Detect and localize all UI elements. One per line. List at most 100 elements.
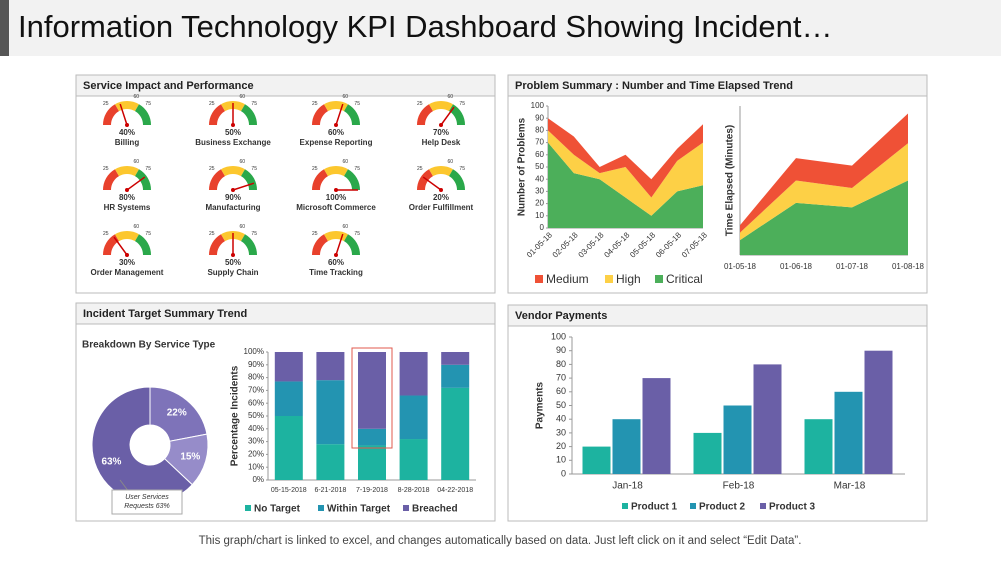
gauge-band [449,169,465,190]
gauge-tick-label: 75 [145,166,151,172]
gauge-tick-label: 60 [342,224,348,230]
panel-title: Problem Summary : Number and Time Elapse… [515,80,793,92]
gauge-tick-label: 75 [251,231,257,237]
footer-note: This graph/chart is linked to excel, and… [199,535,802,547]
title-bar [0,0,1001,56]
bar-segment [399,439,428,480]
gauge-hub [439,123,443,127]
y-tick-label: 100 [531,101,545,110]
panel-subtitle: Breakdown By Service Type [82,340,216,351]
y-axis-label: Number of Problems [517,117,528,216]
gauge-tick-label: 75 [354,166,360,172]
gauge-band [344,234,360,255]
gauge-tick-label: 25 [103,231,109,237]
gauge-name: HR Systems [104,203,151,212]
y-tick-label: 0% [252,475,264,484]
bar-segment [399,352,428,396]
gauge-hub [125,123,129,127]
legend-label: Product 3 [769,502,816,513]
y-axis-label: Payments [535,381,546,429]
legend-label: Medium [546,272,589,286]
gauge-value: 90% [225,193,241,202]
bar [804,419,833,474]
gauge-needle [335,233,344,256]
bar-segment [399,395,428,440]
gauge-band [135,169,151,190]
gauge-tick-label: 75 [354,231,360,237]
gauge-value: 50% [225,258,241,267]
gauge-tick-label: 25 [209,101,215,107]
x-tick-label: 05-15-2018 [271,487,307,494]
y-tick-label: 90 [535,113,544,122]
y-tick-label: 70% [248,386,264,395]
y-tick-label: 80% [248,373,264,382]
x-tick-label: Mar-18 [834,481,866,492]
y-tick-label: 70 [535,138,544,147]
gauge-name: Business Exchange [195,138,271,147]
y-tick-label: 50 [556,400,566,410]
y-tick-label: 10% [248,462,264,471]
y-tick-label: 50% [248,411,264,420]
x-tick-label: 8-28-2018 [398,487,430,494]
gauge-hub [439,188,443,192]
gauge-value: 80% [119,193,135,202]
gauge-tick-label: 75 [459,166,465,172]
gauge-tick-label: 60 [239,94,245,100]
panel-title: Incident Target Summary Trend [83,308,247,320]
y-tick-label: 80 [535,126,544,135]
gauge-name: Time Tracking [309,268,363,277]
gauge-value: 30% [119,258,135,267]
gauge-value: 100% [326,193,346,202]
y-tick-label: 0 [561,468,566,478]
gauge-hub [125,188,129,192]
panel-header [75,302,496,325]
gauge-tick-label: 75 [459,101,465,107]
y-tick-label: 100% [244,347,264,356]
gauge-band [209,234,225,255]
panel-title: Vendor Payments [515,310,607,322]
bar [612,419,641,474]
bar-segment [316,352,345,381]
gauge-band [221,166,245,177]
bar-segment [316,444,345,480]
gauge-tick-label: 25 [209,166,215,172]
bar [582,446,611,474]
bar-segment [274,381,303,416]
x-tick-label: 01-05-18 [724,262,757,271]
x-tick-label: 01-06-18 [780,262,813,271]
gauge-value: 60% [328,258,344,267]
area [740,180,908,255]
panel-header [75,74,496,97]
legend-label: Product 1 [631,502,678,513]
legend-swatch [760,503,766,509]
gauge-band [417,169,433,190]
bar-segment [441,352,470,365]
bar [723,405,752,474]
gauge-value: 40% [119,128,135,137]
area [548,142,703,228]
gauge-band [344,169,360,190]
legend-label: Critical [666,272,703,286]
y-tick-label: 60% [248,398,264,407]
y-tick-label: 30% [248,437,264,446]
gauge-name: Expense Reporting [300,138,373,147]
legend-label: Within Target [327,504,391,515]
bar-segment [441,387,470,480]
y-tick-label: 10 [556,455,566,465]
y-tick-label: 40 [556,414,566,424]
gauge-tick-label: 60 [133,94,139,100]
area [740,143,908,241]
legend-label: Breached [412,504,458,515]
gauge-name: Manufacturing [205,203,260,212]
legend-swatch [622,503,628,509]
slice-label: 22% [167,407,187,418]
gauge-tick-label: 75 [251,101,257,107]
x-tick-label: Jan-18 [612,481,643,492]
bar-segment [358,445,386,480]
gauge-tick-label: 25 [312,166,318,172]
gauge-band [312,234,328,255]
area [740,113,908,233]
x-tick-label: 6-21-2018 [314,487,346,494]
y-tick-label: 30 [535,187,544,196]
y-tick-label: 20% [248,450,264,459]
